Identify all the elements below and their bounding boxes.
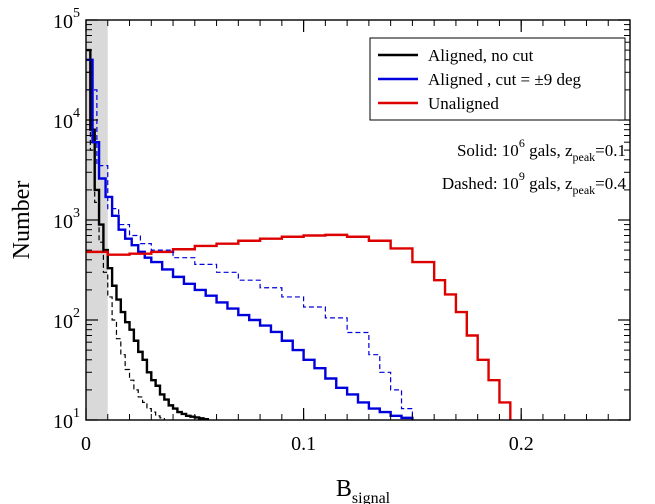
- y-tick-label: 103: [53, 206, 80, 233]
- series-line-0: [86, 48, 210, 420]
- annotation-text: Dashed: 10: [442, 174, 519, 193]
- annotation-1: Dashed: 109 gals, zpeak=0.4: [442, 169, 627, 197]
- legend: Aligned, no cut Aligned , cut = ±9 deg Una…: [369, 37, 626, 121]
- series-line-1: [86, 58, 414, 420]
- series-line-2: [86, 233, 512, 420]
- y-tick-label-exponent: 2: [73, 306, 80, 321]
- legend-label-2: Unaligned: [428, 94, 499, 113]
- y-tick-label-base: 10: [53, 11, 73, 33]
- y-tick-label: 101: [53, 406, 80, 433]
- y-tick-label-base: 10: [53, 111, 73, 133]
- y-tick-label-exponent: 5: [73, 6, 80, 21]
- annotation-text: gals, z: [525, 174, 573, 193]
- legend-label-0: Aligned, no cut: [428, 46, 534, 65]
- x-tick-label: 0: [81, 433, 91, 455]
- y-tick-label-exponent: 3: [73, 206, 80, 221]
- y-axis-label: Number: [9, 181, 35, 260]
- legend-label-1: Aligned , cut = ±9 deg: [428, 70, 582, 89]
- x-axis-label-subscript: signal: [352, 490, 391, 504]
- y-tick-label: 102: [53, 306, 80, 333]
- series-line-3: [86, 71, 165, 420]
- y-tick-label-base: 10: [53, 411, 73, 433]
- x-tick-label: 0.1: [291, 433, 316, 455]
- annotation-superscript: 6: [519, 136, 525, 150]
- y-tick-label-base: 10: [53, 211, 73, 233]
- series-line-4: [86, 89, 413, 420]
- y-tick-label-exponent: 4: [73, 106, 80, 121]
- annotation-subscript: peak: [573, 150, 596, 164]
- annotation-superscript: 9: [519, 169, 525, 183]
- annotation-text: gals, z: [525, 141, 573, 160]
- y-tick-label-base: 10: [53, 311, 73, 333]
- y-tick-label-exponent: 1: [73, 406, 80, 421]
- annotation-subscript: peak: [573, 183, 596, 197]
- y-tick-label: 104: [53, 106, 80, 133]
- x-axis-label-main: B: [336, 476, 352, 502]
- y-tick-label: 105: [53, 6, 80, 33]
- x-tick-label: 0.2: [509, 433, 534, 455]
- annotation-text: Solid: 10: [457, 141, 519, 160]
- annotation-text: =0.1: [595, 141, 626, 160]
- x-axis-label: Bsignal: [336, 476, 391, 504]
- annotation-0: Solid: 106 gals, zpeak=0.1: [457, 136, 626, 164]
- annotation-text: =0.4: [595, 174, 626, 193]
